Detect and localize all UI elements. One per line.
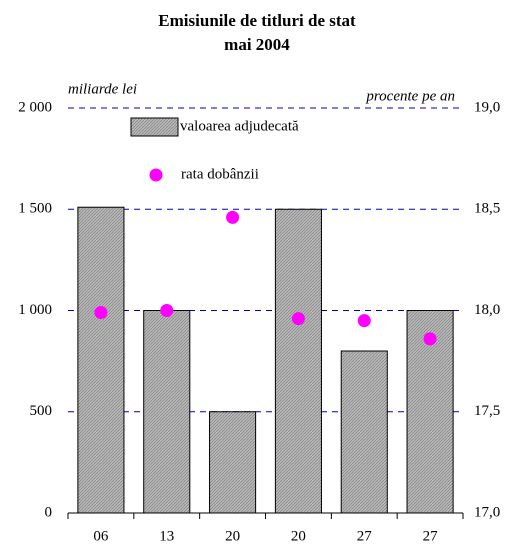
legend-swatch (130, 117, 179, 137)
x-tick-label: 20 (291, 528, 306, 544)
bar (143, 310, 191, 514)
dot (357, 314, 371, 328)
bar (209, 411, 257, 514)
y2-tick-label: 19,0 (474, 99, 500, 115)
dot (226, 210, 240, 224)
bar (77, 206, 125, 514)
dot (291, 312, 305, 326)
y2-axis-label: procente pe an (365, 88, 455, 104)
x-tick-label: 27 (423, 528, 439, 544)
dot (423, 332, 437, 346)
dot (160, 304, 174, 317)
chart-subtitle: mai 2004 (224, 35, 290, 54)
y-tick-label: 500 (30, 403, 53, 419)
y-tick-label: 0 (45, 504, 53, 520)
y-tick-label: 1 500 (18, 201, 52, 217)
x-tick-label: 06 (93, 528, 109, 544)
y2-tick-label: 17,5 (474, 403, 500, 419)
legend-swatch (149, 168, 163, 182)
legend-label: valoarea adjudecată (180, 118, 299, 134)
bar (340, 350, 388, 514)
bar (274, 208, 322, 514)
x-tick-label: 13 (159, 528, 174, 544)
y-axis-label: miliarde lei (68, 81, 137, 97)
y-tick-label: 2 000 (18, 99, 52, 115)
y2-tick-label: 18,0 (474, 302, 500, 318)
y-tick-label: 1 000 (18, 302, 52, 318)
y2-tick-label: 17,0 (474, 504, 500, 520)
legend-label: rata dobânzii (181, 166, 259, 182)
x-tick-label: 20 (225, 528, 240, 544)
y2-tick-label: 18,5 (474, 201, 500, 217)
x-tick-label: 27 (357, 528, 373, 544)
dot (94, 306, 108, 320)
chart-title: Emisiunile de titluri de stat (158, 11, 356, 30)
